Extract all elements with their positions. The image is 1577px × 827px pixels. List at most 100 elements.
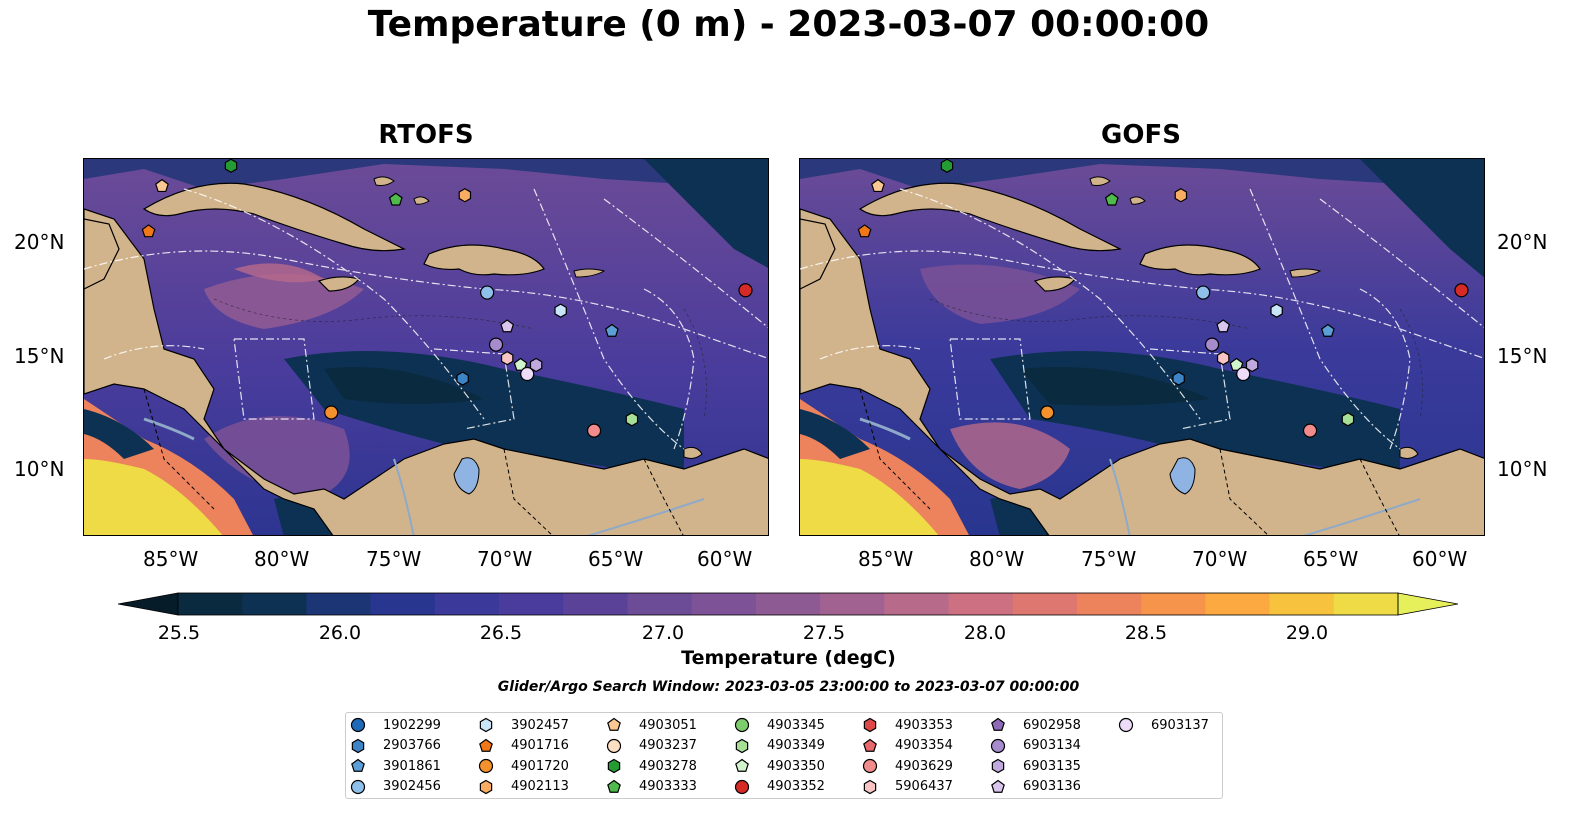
- lon-tick-label: 80°W: [969, 547, 1025, 571]
- colorbar-segment: [499, 593, 564, 615]
- legend-item: 4903352: [733, 778, 825, 796]
- legend-label: 3901861: [383, 758, 441, 774]
- pentagon-marker-icon: [351, 758, 365, 772]
- float-marker-4903051: [155, 178, 169, 193]
- gofs-map: [799, 158, 1485, 536]
- hexagon-marker-icon: [479, 779, 493, 794]
- float-marker-4903278: [940, 159, 954, 173]
- float-marker-3902457: [554, 303, 567, 318]
- figure-title: Temperature (0 m) - 2023-03-07 00:00:00: [367, 4, 1210, 45]
- legend-item: 4903237: [605, 737, 697, 755]
- legend-label: 4901720: [511, 758, 569, 774]
- legend-label: 6903134: [1023, 738, 1081, 753]
- legend-item: 4901716: [477, 737, 569, 755]
- legend-label: 2903766: [383, 738, 441, 753]
- float-marker-6903134: [488, 337, 504, 352]
- legend-label: 4903333: [639, 779, 697, 794]
- colorbar-segment: [1333, 593, 1399, 615]
- legend-label: 6902958: [1023, 717, 1081, 733]
- colorbar-tick-label: 27.0: [641, 622, 685, 644]
- legend-label: 3902456: [383, 779, 441, 794]
- colorbar-tick-label: 28.0: [963, 622, 1007, 644]
- legend-label: 4903353: [895, 717, 953, 733]
- circle-marker-icon: [734, 717, 750, 733]
- legend-item: 4903349: [733, 737, 825, 755]
- colorbar-segment: [434, 593, 500, 615]
- legend-item: 3902456: [349, 778, 441, 796]
- legend-label: 4903237: [639, 738, 697, 753]
- lon-tick-label: 85°W: [143, 547, 199, 571]
- legend-label: 6903137: [1151, 717, 1209, 733]
- colorbar-segment: [755, 593, 821, 615]
- legend-item: 4903354: [861, 737, 953, 755]
- float-marker-4902113: [1174, 188, 1188, 203]
- pentagon-marker-icon: [863, 738, 877, 752]
- lon-tick-label: 85°W: [858, 547, 914, 571]
- colorbar-segment: [1012, 593, 1078, 615]
- float-marker-3902456: [1196, 285, 1211, 300]
- colorbar-tick-label: 28.5: [1124, 622, 1168, 644]
- pentagon-marker-icon: [607, 717, 621, 731]
- legend-label: 4903278: [639, 758, 697, 774]
- legend-item: 2903766: [349, 737, 441, 755]
- lat-tick-label: 15°N: [14, 344, 65, 368]
- legend-item: 4901720: [477, 757, 569, 775]
- float-marker-4903349: [625, 412, 639, 427]
- legend-item: 6903137: [1117, 716, 1209, 734]
- legend: 1902299 2903766 3901861 3902456 3902457 49017…: [345, 712, 1223, 799]
- legend-item: 3902457: [477, 716, 569, 734]
- legend-label: 3902457: [511, 717, 569, 733]
- hexagon-marker-icon: [863, 779, 877, 794]
- legend-label: 4903345: [767, 717, 825, 733]
- lon-tick-label: 65°W: [588, 547, 644, 571]
- lon-tick-label: 75°W: [366, 547, 422, 571]
- legend-item: 5906437: [861, 778, 953, 796]
- colorbar-segment: [370, 593, 436, 615]
- colorbar-segment: [1269, 593, 1335, 615]
- float-marker-3902456: [480, 285, 495, 300]
- colorbar-segment: [948, 593, 1014, 615]
- circle-marker-icon: [606, 738, 622, 753]
- hexagon-marker-icon: [607, 758, 621, 774]
- legend-item: 4903278: [605, 757, 697, 775]
- lon-tick-label: 60°W: [697, 547, 753, 571]
- colorbar: [118, 592, 1458, 616]
- legend-label: 4903352: [767, 779, 825, 794]
- colorbar-segment: [178, 593, 243, 615]
- hexagon-marker-icon: [863, 717, 877, 733]
- legend-label: 4903354: [895, 738, 953, 753]
- colorbar-under-arrow: [118, 592, 179, 616]
- float-marker-4902113: [458, 188, 472, 203]
- float-marker-2903766: [456, 371, 469, 386]
- pentagon-marker-icon: [607, 779, 621, 793]
- float-marker-3901861: [1320, 323, 1335, 337]
- float-marker-2903766: [1172, 371, 1185, 386]
- legend-item: 6903134: [989, 737, 1081, 755]
- colorbar-label: Temperature (degC): [681, 647, 896, 669]
- lon-tick-label: 80°W: [254, 547, 310, 571]
- panel-title-gofs: GOFS: [1101, 120, 1181, 150]
- float-marker-4903333: [388, 192, 403, 206]
- lat-tick-label: 10°N: [14, 457, 65, 481]
- colorbar-tick-label: 26.5: [479, 622, 523, 644]
- legend-item: 3901861: [349, 757, 441, 775]
- float-marker-4903629: [1302, 423, 1318, 438]
- pentagon-marker-icon: [479, 738, 493, 752]
- lat-tick-label: 20°N: [1497, 230, 1548, 254]
- circle-marker-icon: [478, 758, 494, 774]
- circle-marker-icon: [350, 779, 366, 794]
- float-marker-4903349: [1341, 412, 1355, 427]
- legend-label: 4903629: [895, 758, 953, 774]
- float-marker-4901720: [324, 405, 339, 420]
- legend-label: 4903350: [767, 758, 825, 774]
- legend-label: 5906437: [895, 779, 953, 794]
- circle-marker-icon: [734, 779, 750, 794]
- float-marker-4903629: [586, 423, 602, 438]
- float-marker-6903137: [520, 366, 535, 382]
- colorbar-tick-label: 27.5: [802, 622, 846, 644]
- float-marker-6903135: [529, 357, 543, 373]
- colorbar-segment: [563, 593, 628, 615]
- lat-tick-label: 10°N: [1497, 457, 1548, 481]
- legend-item: 4903333: [605, 778, 697, 796]
- float-marker-5906437: [1216, 350, 1230, 366]
